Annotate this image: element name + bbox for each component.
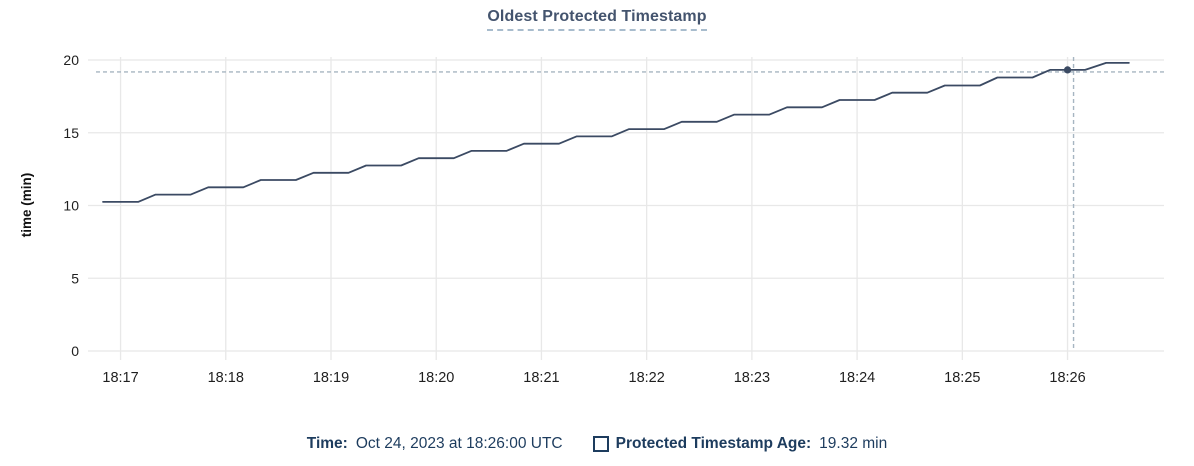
legend-checkbox[interactable] bbox=[592, 436, 609, 452]
x-tick-label: 18:23 bbox=[734, 370, 770, 386]
y-tick-label: 0 bbox=[71, 343, 79, 359]
x-tick-label: 18:25 bbox=[944, 370, 980, 386]
y-tick-label: 20 bbox=[63, 52, 79, 68]
time-value: Oct 24, 2023 at 18:26:00 UTC bbox=[355, 435, 563, 452]
x-tick-label: 18:17 bbox=[102, 370, 138, 386]
chart-footer: Time: Oct 24, 2023 at 18:26:00 UTC Prote… bbox=[0, 435, 1194, 453]
time-label: Time: bbox=[306, 435, 348, 452]
series-value: 19.32 min bbox=[819, 435, 888, 452]
y-tick-label: 15 bbox=[63, 125, 79, 141]
x-tick-label: 18:24 bbox=[839, 370, 875, 386]
hover-point-marker bbox=[1063, 66, 1072, 74]
title-row: Oldest Protected Timestamp bbox=[0, 8, 1194, 31]
y-tick-label: 5 bbox=[71, 270, 79, 286]
x-tick-label: 18:22 bbox=[629, 370, 665, 386]
x-tick-label: 18:26 bbox=[1049, 370, 1085, 386]
x-tick-label: 18:18 bbox=[208, 370, 244, 386]
y-tick-label: 10 bbox=[63, 198, 79, 214]
chart-title[interactable]: Oldest Protected Timestamp bbox=[487, 8, 707, 31]
legend-item-protected-timestamp-age[interactable]: Protected Timestamp Age: 19.32 min bbox=[592, 435, 888, 453]
x-tick-label: 18:21 bbox=[523, 370, 559, 386]
y-axis-label: time (min) bbox=[19, 173, 34, 238]
series-line-protected-timestamp-age[interactable] bbox=[102, 62, 1130, 203]
x-tick-label: 18:19 bbox=[313, 370, 349, 386]
series-label: Protected Timestamp Age: bbox=[615, 435, 812, 452]
x-tick-label: 18:20 bbox=[418, 370, 454, 386]
